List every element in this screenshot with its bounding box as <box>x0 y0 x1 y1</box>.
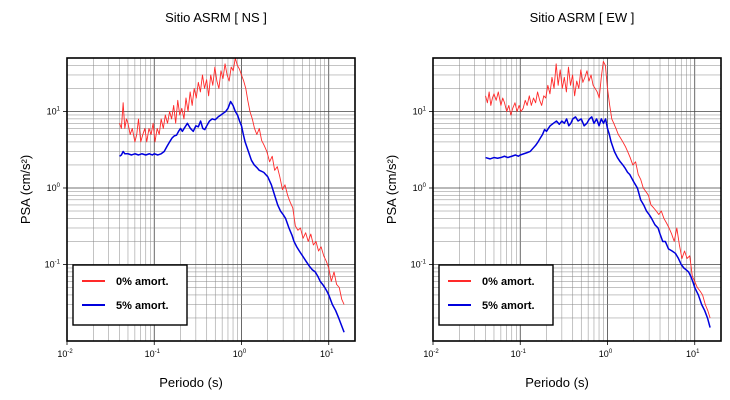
y-tick-exponent: 0 <box>423 183 427 189</box>
series-line-damped <box>485 116 711 328</box>
x-tick-exponent: 0 <box>609 349 613 355</box>
x-tick-base: 10 <box>57 349 67 359</box>
x-tick-exponent: -1 <box>155 349 161 355</box>
x-tick-exponent: -2 <box>433 349 439 355</box>
legend-entry: 0% amort. <box>482 276 535 288</box>
y-tick-label: 101 <box>47 106 61 116</box>
x-tick-exponent: 1 <box>330 349 334 355</box>
y-axis-label: PSA (cm/s²) <box>18 155 33 224</box>
x-tick-exponent: 1 <box>696 349 700 355</box>
legend-box <box>72 264 188 326</box>
x-tick-label: 100 <box>599 349 613 359</box>
y-tick-exponent: -1 <box>421 259 427 265</box>
chart-title: Sitio ASRM [ NS ] <box>165 10 267 25</box>
x-tick-base: 10 <box>511 349 521 359</box>
y-tick-base: 10 <box>413 183 423 193</box>
y-tick-exponent: 1 <box>423 106 427 112</box>
series-line-damped <box>119 100 345 333</box>
chart-panel-ew: Sitio ASRM [ EW ]10-2 10-1 100 10110-110010… <box>384 10 722 390</box>
y-tick-base: 10 <box>413 106 423 116</box>
x-tick-base: 10 <box>599 349 609 359</box>
y-tick-exponent: 1 <box>57 106 61 112</box>
legend-entry: 5% amort. <box>116 300 169 312</box>
y-tick-base: 10 <box>411 259 421 269</box>
y-tick-base: 10 <box>47 106 57 116</box>
y-tick-exponent: -1 <box>55 259 61 265</box>
x-tick-base: 10 <box>686 349 696 359</box>
y-tick-base: 10 <box>47 183 57 193</box>
y-tick-label: 100 <box>47 183 61 193</box>
x-tick-base: 10 <box>320 349 330 359</box>
x-tick-label: 10-1 <box>145 349 161 359</box>
x-tick-exponent: -2 <box>67 349 73 355</box>
y-tick-exponent: 0 <box>57 183 61 189</box>
x-tick-label: 101 <box>320 349 334 359</box>
x-tick-exponent: -1 <box>521 349 527 355</box>
y-axis-label: PSA (cm/s²) <box>384 155 399 224</box>
x-tick-label: 10-2 <box>57 349 73 359</box>
x-tick-label: 100 <box>233 349 247 359</box>
x-axis-label: Periodo (s) <box>159 375 223 390</box>
chart-panel-ns: Sitio ASRM [ NS ]10-2 10-1 100 10110-110010… <box>18 10 356 390</box>
x-tick-label: 10-2 <box>423 349 439 359</box>
x-axis-label: Periodo (s) <box>525 375 589 390</box>
x-tick-exponent: 0 <box>243 349 247 355</box>
x-tick-base: 10 <box>233 349 243 359</box>
legend: 0% amort. 5% amort. <box>438 264 554 326</box>
y-tick-label: 101 <box>413 106 427 116</box>
x-tick-label: 101 <box>686 349 700 359</box>
legend-entry: 5% amort. <box>482 300 535 312</box>
x-tick-label: 10-1 <box>511 349 527 359</box>
legend: 0% amort. 5% amort. <box>72 264 188 326</box>
legend-box <box>438 264 554 326</box>
y-tick-base: 10 <box>45 259 55 269</box>
plot-frame <box>66 57 356 342</box>
series-line-undamped <box>485 61 711 319</box>
y-tick-label: 10-1 <box>411 259 427 269</box>
y-tick-label: 10-1 <box>45 259 61 269</box>
x-tick-base: 10 <box>145 349 155 359</box>
series-line-undamped <box>119 57 345 305</box>
legend-entry: 0% amort. <box>116 276 169 288</box>
y-tick-label: 100 <box>413 183 427 193</box>
plot-frame <box>432 57 722 342</box>
chart-title: Sitio ASRM [ EW ] <box>530 10 635 25</box>
x-tick-base: 10 <box>423 349 433 359</box>
